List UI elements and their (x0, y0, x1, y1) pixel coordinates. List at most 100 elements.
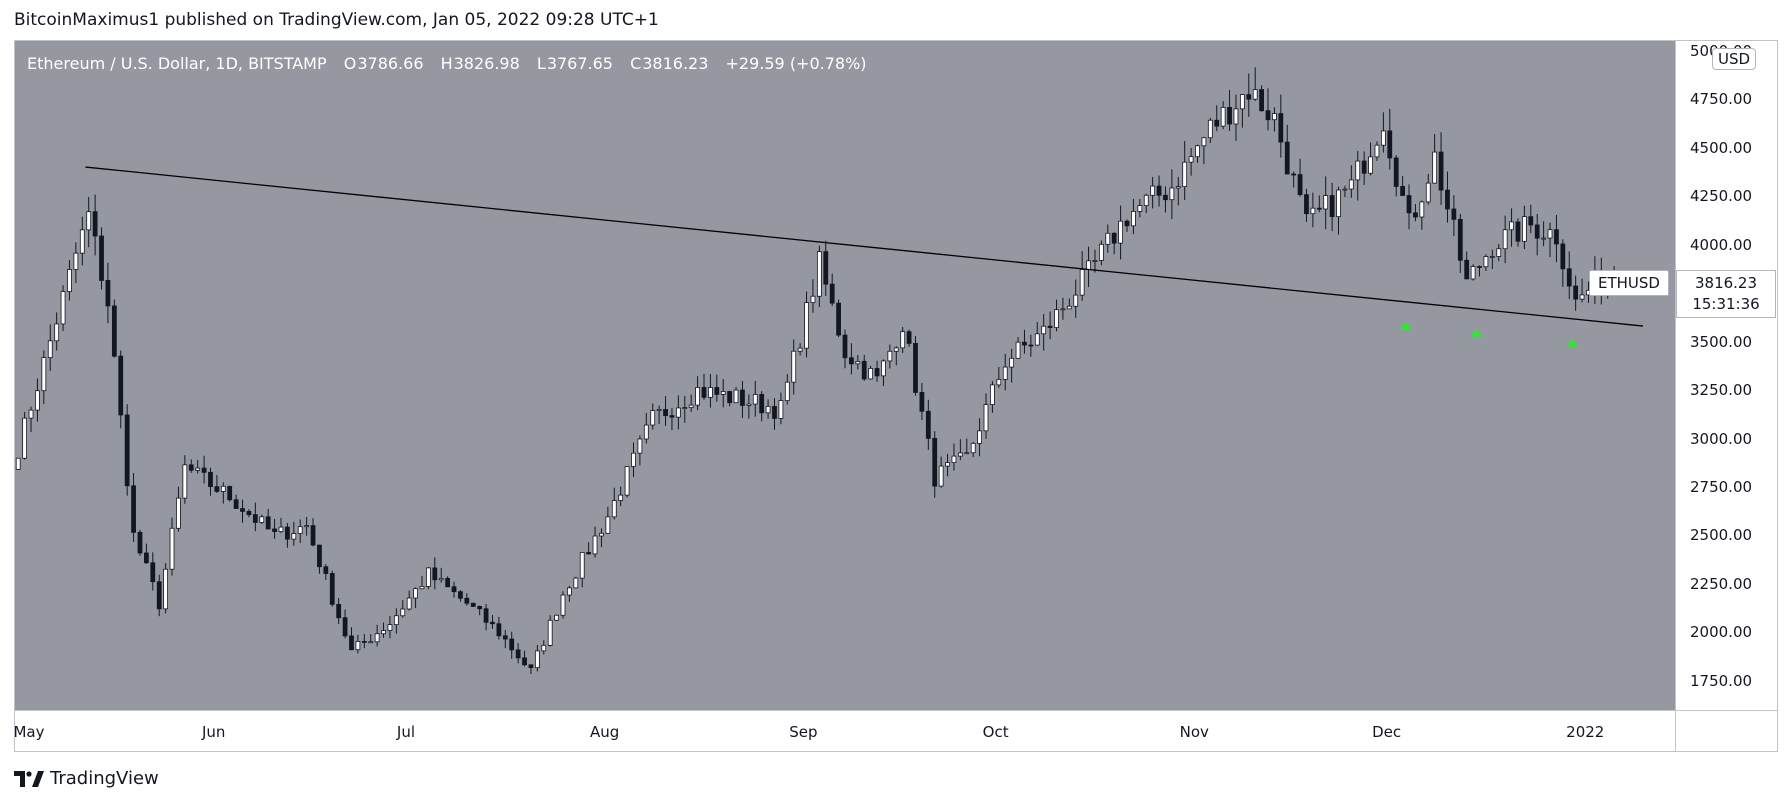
candle-up (1355, 160, 1361, 181)
candle-up (547, 619, 553, 646)
candle-up (637, 438, 643, 454)
price-tick: 3250.00 (1690, 381, 1753, 400)
candle-up (938, 465, 944, 487)
candle-down (842, 334, 848, 359)
candle-down (144, 552, 149, 564)
candle-up (534, 650, 540, 669)
candle-down (272, 528, 277, 532)
candle-down (137, 531, 143, 554)
legend-low-value: 3767.65 (546, 54, 613, 73)
candle-up (15, 457, 21, 470)
candle-down (490, 621, 495, 625)
candle-down (477, 606, 483, 610)
candle-down (1406, 195, 1412, 214)
candle-down (432, 567, 438, 581)
candle-up (393, 615, 399, 626)
candle-down (759, 394, 765, 414)
candle-down (1028, 344, 1034, 347)
candle-down (150, 562, 156, 583)
candle-up (387, 624, 393, 631)
candle-down (663, 409, 668, 417)
time-tick: Jun (201, 723, 226, 741)
candle-down (252, 514, 258, 523)
candle-up (708, 387, 713, 398)
candle-up (804, 302, 809, 349)
candle-down (1361, 160, 1367, 174)
candle-up (1201, 137, 1207, 147)
candle-up (816, 251, 822, 297)
symbol-tag: ETHUSD (1589, 270, 1669, 297)
candle-up (951, 455, 957, 463)
candle-down (156, 581, 162, 610)
candle-up (1002, 366, 1008, 380)
candle-up (605, 516, 611, 534)
candle-up (1207, 119, 1213, 139)
time-tick: 2022 (1566, 723, 1605, 741)
candle-down (265, 516, 271, 530)
price-tick: 4250.00 (1690, 187, 1753, 206)
candle-up (1143, 194, 1149, 206)
candle-up (1188, 156, 1194, 163)
candle-up (1015, 341, 1021, 359)
candle-down (1111, 232, 1117, 244)
candle-up (778, 400, 784, 419)
time-axis[interactable]: May Jun Jul Aug Sep Oct Nov Dec 2022 (13, 710, 1675, 751)
candle-up (163, 568, 169, 610)
candle-down (1259, 89, 1264, 112)
candle-up (1489, 256, 1495, 258)
candle-up (1150, 185, 1156, 196)
candle-up (1368, 156, 1373, 174)
price-axis[interactable]: 5000.004750.004500.004250.004000.003750.… (1675, 41, 1777, 710)
price-tick: 2000.00 (1690, 623, 1753, 642)
candle-down (336, 603, 342, 619)
descending-trendline[interactable] (85, 166, 1644, 327)
candle-down (124, 414, 130, 487)
candle-down (227, 485, 233, 501)
candle-up (438, 578, 444, 581)
tradingview-logo[interactable]: TradingView (14, 768, 159, 789)
candle-down (201, 467, 207, 473)
candle-down (451, 586, 457, 593)
candle-up (1272, 113, 1277, 121)
candle-up (1073, 294, 1079, 307)
candle-up (1066, 305, 1072, 310)
candle-up (291, 533, 297, 540)
candle-down (111, 305, 117, 357)
support-touch-marker (1566, 338, 1579, 347)
candle-down (1329, 195, 1335, 218)
candle-up (964, 452, 970, 455)
candle-down (92, 211, 98, 237)
candle-up (28, 409, 34, 419)
candle-up (855, 361, 861, 365)
candle-up (893, 347, 899, 352)
publisher-header: BitcoinMaximus1 published on TradingView… (14, 10, 659, 30)
candle-up (220, 485, 226, 492)
time-tick: Nov (1179, 723, 1209, 741)
candle-up (1541, 237, 1546, 240)
candle-up (1182, 161, 1188, 187)
candle-down (502, 635, 508, 640)
candle-up (688, 404, 694, 408)
candle-down (925, 410, 931, 439)
axis-corner (1675, 710, 1777, 751)
candle-down (1246, 94, 1252, 100)
candle-down (99, 235, 104, 281)
candle-up (304, 525, 310, 528)
plot-area[interactable]: Ethereum / U.S. Dollar, 1D, BITSTAMP O37… (15, 41, 1675, 710)
candle-up (419, 586, 425, 590)
candle-up (791, 350, 797, 383)
candle-down (823, 251, 829, 285)
candle-down (740, 389, 745, 406)
candle-up (67, 269, 72, 292)
support-touch-marker (1470, 329, 1483, 338)
currency-badge[interactable]: USD (1712, 48, 1757, 70)
candle-up (970, 442, 976, 454)
candle-down (1124, 220, 1130, 227)
candle-up (195, 467, 201, 471)
candle-up (73, 252, 79, 270)
candle-up (733, 389, 739, 404)
legend-change: +29.59 (+0.78%) (725, 54, 867, 73)
candle-up (650, 410, 656, 426)
candle-up (983, 404, 989, 432)
candle-down (240, 508, 245, 512)
